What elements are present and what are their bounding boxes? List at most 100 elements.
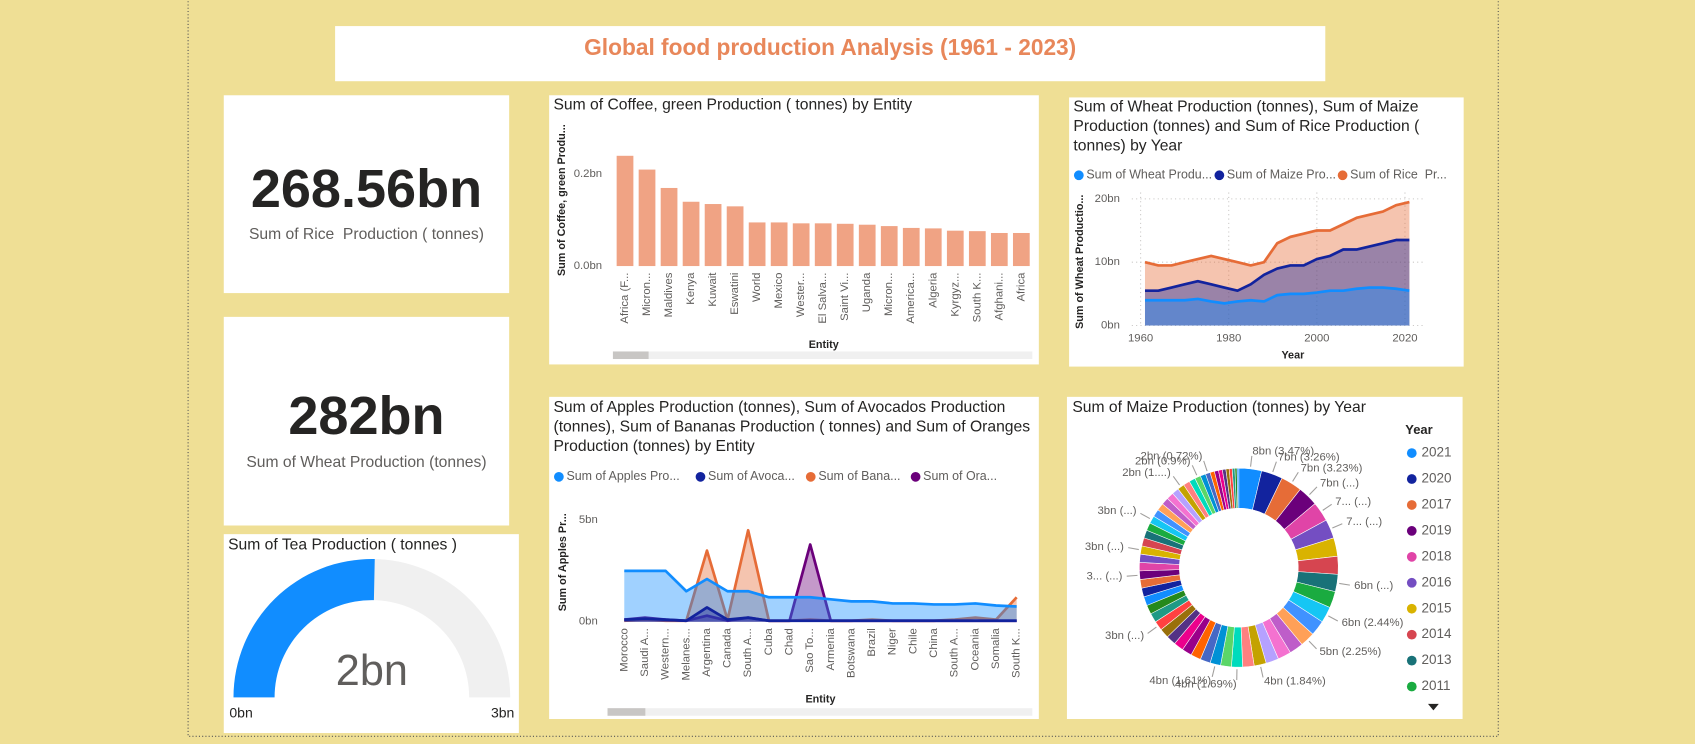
legend-marker [1406, 603, 1417, 614]
leader-line [1322, 503, 1332, 511]
bar [858, 224, 876, 267]
x-tick-label: World [751, 273, 763, 302]
x-tick-label: Western... [660, 628, 672, 679]
leader-line [1126, 574, 1138, 577]
donut-slice [1236, 467, 1240, 509]
title-box: Sum of Coffee, green Production ( tonnes… [553, 96, 912, 113]
x-tick-label: America... [905, 273, 917, 324]
x-tick-label: Africa (F... [619, 273, 631, 324]
y-tick-label: 10bn [1095, 256, 1120, 268]
bar [946, 230, 964, 267]
data-label: 7bn (3.23%) [1301, 463, 1363, 475]
series-line [1144, 286, 1410, 305]
leader-line [1203, 460, 1208, 472]
series-area [1144, 202, 1410, 326]
legend-marker [1406, 629, 1417, 640]
chart-title: Sum of Apples Production (tonnes), Sum o… [553, 399, 1031, 456]
data-label: 8bn (3.47%) [1252, 446, 1314, 458]
leader-line [1128, 547, 1139, 551]
data-label: 5bn (2.25%) [1320, 646, 1382, 658]
x-tick-label: Brazil [866, 628, 878, 656]
x-tick-label: El Salva... [817, 273, 829, 324]
bar [770, 222, 788, 267]
y-tick-label: 0bn [1101, 320, 1120, 332]
scrollbar-thumb[interactable] [607, 708, 646, 716]
card-label: Sum of Rice Production ( tonnes) [249, 226, 484, 243]
leader-line [1308, 640, 1317, 650]
bar [836, 223, 854, 267]
legend-label: 2021 [1422, 445, 1452, 460]
data-label: 4bn (1.61%) [1149, 675, 1211, 687]
x-tick-label: South A... [742, 628, 754, 677]
x-tick-label: Micron... [883, 273, 895, 317]
series-line [1144, 238, 1410, 293]
x-tick-label: Niger [887, 628, 899, 655]
bar [968, 231, 986, 267]
legend-scroll-arrow[interactable] [1427, 703, 1439, 711]
leader-line [1272, 461, 1277, 473]
bar [814, 223, 832, 267]
x-tick-label: Chile [907, 628, 919, 654]
title-box: Sum of Apples Production (tonnes), Sum o… [553, 399, 1031, 456]
x-tick-label: Maldives [663, 272, 675, 317]
x-tick-label: Afghani... [993, 273, 1005, 321]
legend-marker [1406, 500, 1417, 510]
y-tick-label: 20bn [1095, 193, 1120, 205]
leader-line [1328, 615, 1339, 622]
data-label: 7bn (...) [1320, 478, 1359, 490]
scrollbar[interactable] [612, 351, 1033, 360]
legend-marker [910, 471, 921, 482]
y-axis-title: Sum of Coffee, green Produ... [556, 124, 568, 276]
data-label: 3... (...) [1086, 571, 1122, 583]
title-box: Sum of Tea Production ( tonnes ) [228, 536, 457, 554]
scrollbar[interactable] [607, 708, 1033, 716]
x-axis-title: Year [1281, 350, 1305, 362]
data-label: 6bn (2.44%) [1342, 617, 1404, 629]
x-tick-label: Saint Vi... [839, 273, 851, 321]
series-area [624, 570, 1017, 622]
legend-marker [695, 471, 706, 482]
x-tick-label: South A... [949, 628, 961, 677]
gauge-value [233, 559, 375, 698]
y-tick-label: 0.0bn [574, 260, 602, 272]
legend-label: Sum of Rice Pr... [1350, 168, 1447, 182]
y-tick-label: 0bn [579, 616, 598, 628]
data-label: 7bn (3.26%) [1278, 452, 1340, 464]
card-label: Sum of Wheat Production (tonnes) [246, 454, 486, 471]
x-tick-label: Somalia [990, 628, 1002, 670]
legend-marker [1406, 474, 1417, 484]
x-tick-label: Armenia [825, 628, 837, 671]
legend-label: Sum of Avoca... [708, 469, 795, 483]
chart-title: Sum of Tea Production ( tonnes ) [228, 536, 457, 554]
leader-line [1140, 512, 1151, 520]
title-box: Sum of Wheat Production (tonnes), Sum of… [1073, 99, 1419, 155]
x-tick-label: Africa [1015, 272, 1027, 302]
leader-line [1339, 582, 1350, 586]
x-tick-label: Sao To... [804, 628, 816, 673]
data-label: 7... (...) [1335, 496, 1371, 508]
legend-marker [1406, 551, 1417, 562]
leader-line [1309, 486, 1318, 495]
legend-label: 2018 [1422, 548, 1452, 563]
data-label: 3bn (...) [1098, 505, 1137, 517]
data-label: 2bn (0.72%) [1141, 451, 1203, 463]
x-tick-label: Chad [784, 628, 796, 655]
bar [638, 169, 656, 267]
bar [748, 222, 766, 267]
x-tick-label: Saudi A... [639, 628, 651, 677]
gauge-tick-label: 0bn [229, 704, 252, 720]
scrollbar-thumb[interactable] [612, 351, 649, 360]
chart-panel [549, 396, 1039, 719]
series-line [624, 569, 1017, 608]
series-area [624, 530, 1017, 622]
x-tick-label: Mexico [773, 273, 785, 309]
leader-line [1191, 465, 1198, 476]
x-tick-label: Kuwait [707, 272, 719, 307]
legend-title: Year [1405, 422, 1432, 437]
legend-label: 2017 [1422, 497, 1452, 512]
x-tick-label: Micron... [641, 273, 653, 317]
x-tick-label: South K... [1011, 628, 1023, 678]
leader-line [1260, 666, 1264, 678]
legend-label: 2015 [1422, 600, 1452, 615]
